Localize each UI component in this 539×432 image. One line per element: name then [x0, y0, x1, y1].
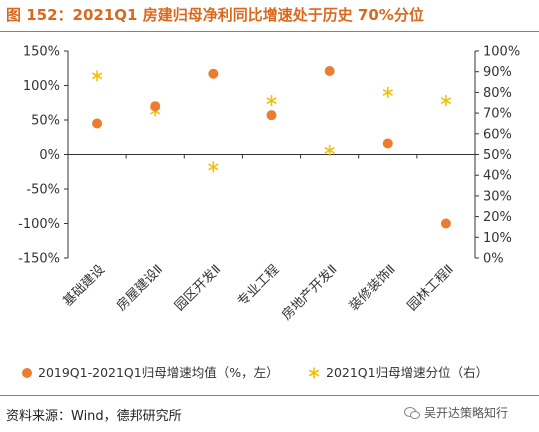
- footer-divider: [0, 395, 539, 396]
- right-tick-label: 70%: [483, 107, 512, 122]
- category-label: 房屋建设Ⅱ: [113, 262, 166, 315]
- percentile-star-point: [382, 86, 393, 98]
- percentile-star-point: [266, 95, 277, 107]
- right-tick-label: 100%: [483, 45, 520, 60]
- left-tick-label: 150%: [23, 45, 60, 60]
- right-tick-label: 10%: [483, 231, 512, 246]
- right-tick-label: 20%: [483, 210, 512, 225]
- legend-dot-marker: [22, 368, 32, 378]
- percentile-star-point: [91, 70, 103, 82]
- left-tick-label: 0%: [39, 148, 60, 163]
- category-label: 园林工程Ⅱ: [405, 262, 457, 314]
- category-label: 专业工程: [235, 262, 282, 309]
- percentile-star-point: [324, 144, 335, 156]
- category-label: 房地产开发Ⅱ: [279, 262, 341, 324]
- right-tick-label: 50%: [483, 148, 512, 163]
- mean-growth-dot: [382, 138, 393, 149]
- mean-growth-dot: [266, 110, 277, 121]
- left-tick-label: -100%: [18, 217, 60, 232]
- right-tick-label: 90%: [483, 65, 512, 80]
- legend-label-percentile: 2021Q1归母增速分位（右）: [326, 365, 488, 380]
- source-note: 资料来源：Wind，德邦研究所: [6, 409, 182, 424]
- left-tick-label: 100%: [23, 79, 60, 94]
- wechat-icon: [404, 406, 420, 419]
- right-tick-label: 40%: [483, 169, 512, 184]
- legend-star-marker: [308, 367, 320, 379]
- right-tick-label: 0%: [483, 252, 504, 267]
- scatter-chart: -150% -100% -50% 0% 50% 100% 150% 0% 10% 20% 30% 40…: [18, 45, 520, 381]
- category-label: 园区开发Ⅱ: [172, 262, 225, 315]
- left-tick-label: -50%: [26, 183, 60, 198]
- watermark: 吴开达策略知行: [404, 404, 508, 421]
- watermark-text: 吴开达策略知行: [424, 406, 509, 420]
- percentile-star-point: [208, 161, 219, 173]
- category-label: 基础建设: [61, 262, 108, 309]
- mean-growth-dot: [150, 101, 161, 112]
- mean-growth-dot: [92, 118, 103, 129]
- mean-growth-dot: [324, 66, 335, 77]
- right-tick-label: 60%: [483, 127, 512, 142]
- right-tick-label: 30%: [483, 189, 512, 204]
- left-tick-label: -150%: [18, 252, 60, 267]
- mean-growth-dot: [440, 218, 451, 229]
- title-divider: [0, 31, 539, 32]
- left-tick-label: 50%: [31, 114, 60, 129]
- legend-label-mean: 2019Q1-2021Q1归母增速均值（%，左）: [38, 365, 279, 380]
- mean-growth-dot: [208, 68, 219, 79]
- figure-title: 图 152：2021Q1 房建归母净利同比增速处于历史 70%分位: [6, 6, 424, 24]
- right-tick-label: 80%: [483, 86, 512, 101]
- percentile-star-point: [440, 95, 452, 107]
- category-label: 装修装饰Ⅱ: [347, 262, 399, 314]
